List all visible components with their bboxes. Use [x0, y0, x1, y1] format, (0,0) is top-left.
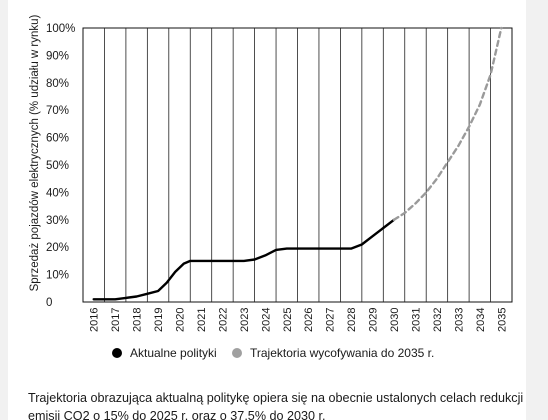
left-border [0, 0, 8, 420]
x-tick-label: 2027 [325, 308, 337, 332]
x-tick-label: 2033 [453, 308, 465, 332]
ev-sales-chart: 2016 2017 2018 2019 2020 2021 2022 2023 2024 2025… [29, 14, 513, 332]
x-tick-label: 2026 [303, 308, 315, 332]
x-tick-label: 2029 [368, 308, 380, 332]
right-border [526, 0, 548, 420]
x-tick-label: 2030 [389, 308, 401, 332]
legend-label: Aktualne polityki [130, 346, 217, 360]
y-tick-label: 10% [46, 270, 69, 282]
y-tick-label: 20% [46, 242, 69, 254]
chart-caption: Trajektoria obrazująca aktualną politykę… [28, 391, 524, 420]
legend-item-phaseout-trajectory: Trajektoria wycofywania do 2035 r. [232, 346, 434, 360]
series-line-phaseout-trajectory [392, 26, 503, 221]
y-tick-label: 60% [46, 133, 69, 145]
x-tick-label: 2017 [110, 308, 122, 332]
x-tick-label: 2032 [432, 308, 444, 332]
x-tick-label: 2019 [153, 308, 165, 332]
x-tick-label: 2035 [496, 308, 508, 332]
x-tick-label: 2025 [282, 308, 294, 332]
y-axis-title: Sprzedaż pojazdów elektrycznych (% udzia… [29, 14, 41, 291]
y-tick-label: 70% [46, 105, 69, 117]
x-tick-label: 2018 [132, 308, 144, 332]
series-line-current-policies [92, 218, 396, 301]
x-tick-label: 2024 [260, 308, 272, 332]
x-tick-label: 2022 [217, 308, 229, 332]
legend-item-current-policies: Aktualne polityki [112, 346, 217, 360]
y-tick-label: 50% [46, 160, 69, 172]
x-tick-label: 2016 [89, 308, 101, 332]
y-tick-label: 30% [46, 215, 69, 227]
x-tick-label: 2034 [475, 308, 487, 332]
legend-marker-gray [232, 348, 242, 358]
x-tick-label: 2028 [346, 308, 358, 332]
legend-label: Trajektoria wycofywania do 2035 r. [250, 346, 435, 360]
x-tick-label: 2023 [239, 308, 251, 332]
x-tick-label: 2021 [196, 308, 208, 332]
x-tick-label: 2020 [175, 308, 187, 332]
x-tick-label: 2031 [410, 308, 422, 332]
legend-marker-black [112, 348, 122, 358]
y-tick-label: 40% [46, 187, 69, 199]
y-tick-label: 100% [46, 23, 75, 35]
y-tick-label: 0 [46, 297, 52, 309]
y-tick-label: 80% [46, 78, 69, 90]
y-tick-label: 90% [46, 50, 69, 62]
